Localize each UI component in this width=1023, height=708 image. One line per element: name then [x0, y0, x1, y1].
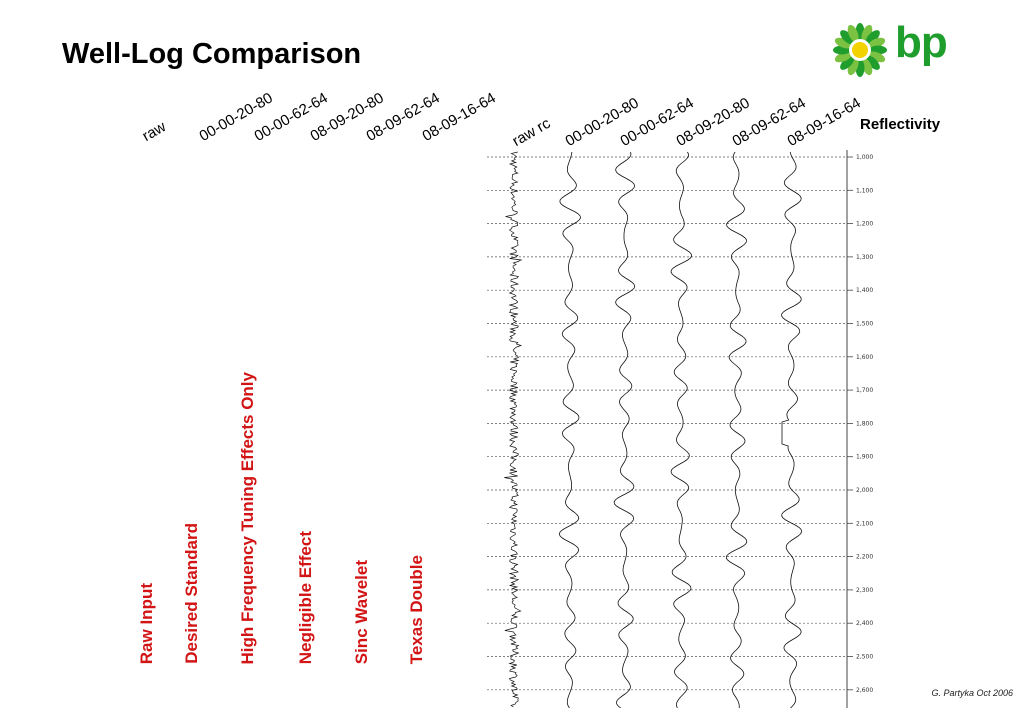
depth-tick-label: 2,600: [856, 687, 873, 694]
depth-tick-label: 2,400: [856, 620, 873, 627]
depth-tick-label: 2,500: [856, 654, 873, 661]
log-trace: [613, 151, 636, 708]
depth-tick-label: 1,700: [856, 387, 873, 394]
log-trace: [558, 151, 581, 708]
depth-tick-label: 2,300: [856, 587, 873, 594]
depth-tick-label: 2,000: [856, 487, 873, 494]
log-trace: [781, 151, 803, 708]
logo-petal: [865, 55, 880, 70]
logo-petal: [865, 30, 880, 45]
depth-tick-label: 1,000: [856, 154, 873, 161]
log-trace: [504, 151, 523, 708]
log-trace: [670, 151, 693, 708]
depth-tick-label: 1,600: [856, 354, 873, 361]
depth-tick-label: 1,100: [856, 187, 873, 194]
reflectivity-label: Reflectivity: [860, 116, 941, 133]
depth-tick-label: 1,500: [856, 321, 873, 328]
logo-petal: [840, 30, 855, 45]
depth-tick-label: 1,900: [856, 454, 873, 461]
bp-helios-logo: [833, 23, 887, 77]
depth-tick-label: 1,800: [856, 420, 873, 427]
depth-tick-label: 1,300: [856, 254, 873, 261]
bp-logo-text: bp: [895, 18, 948, 67]
page-title: Well-Log Comparison: [62, 38, 362, 70]
depth-tick-label: 2,200: [856, 554, 873, 561]
logo-petal: [847, 24, 859, 42]
depth-tick-label: 1,200: [856, 221, 873, 228]
depth-tick-label: 2,100: [856, 520, 873, 527]
author-credit: G. Partyka Oct 2006: [931, 688, 1013, 698]
depth-tick-label: 1,400: [856, 287, 873, 294]
log-trace: [725, 151, 748, 708]
logo-petal: [840, 55, 855, 70]
